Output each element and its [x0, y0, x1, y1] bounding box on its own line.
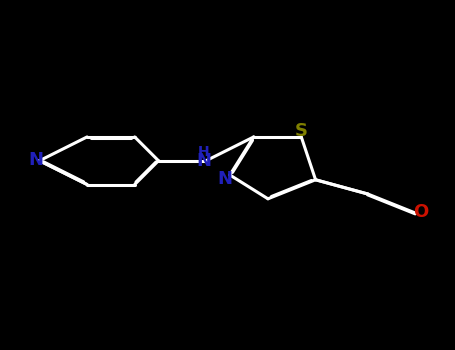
Text: N: N	[196, 152, 211, 170]
Text: N: N	[28, 151, 43, 169]
Text: H: H	[198, 145, 209, 159]
Text: N: N	[217, 170, 233, 188]
Text: O: O	[414, 203, 429, 221]
Text: S: S	[295, 122, 308, 140]
